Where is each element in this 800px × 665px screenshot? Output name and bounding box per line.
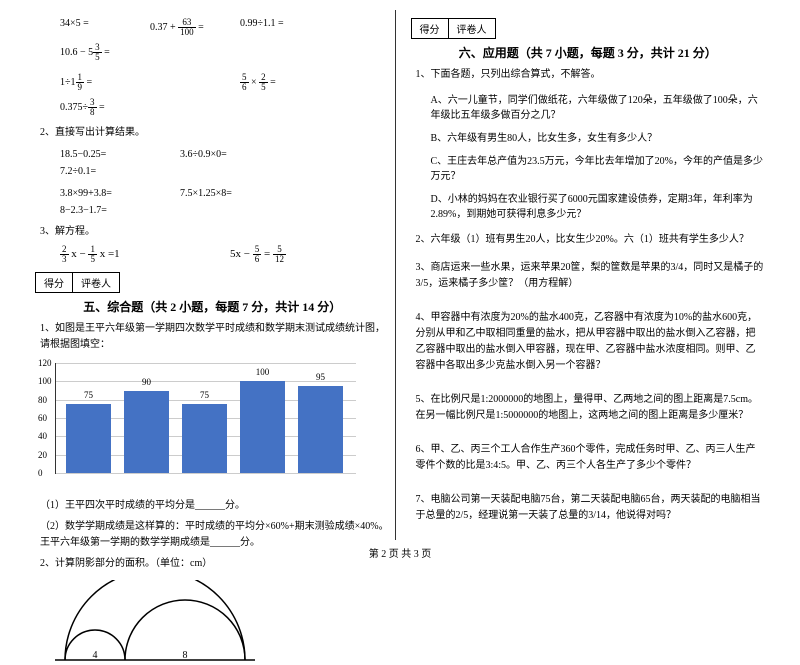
svg-text:8: 8 — [183, 650, 188, 661]
q3: 3、商店运来一些水果，运来苹果20筐，梨的筐数是苹果的3/4，同时又是橘子的3/… — [416, 260, 766, 292]
q7: 7、电脑公司第一天装配电脑75台，第二天装配电脑65台，两天装配的电脑相当于总量… — [416, 492, 766, 524]
score-label: 得分 — [36, 273, 73, 292]
eq: 18.5−0.25= — [60, 149, 180, 160]
section-5-title: 五、综合题（共 2 小题，每题 7 分，共计 14 分） — [35, 298, 390, 315]
score-box: 得分 评卷人 — [411, 18, 496, 39]
q6: 6、甲、乙、丙三个工人合作生产360个零件，完成任务时甲、乙、丙三人生产零件个数… — [416, 442, 766, 474]
right-column: 得分 评卷人 六、应用题（共 7 小题，每题 3 分，共计 21 分） 1、下面… — [396, 10, 771, 540]
q2: 2、六年级（1）班有男生20人，比女生少20%。六（1）班共有学生多少人？ — [416, 232, 766, 248]
svg-text:4: 4 — [93, 650, 98, 661]
score-label: 得分 — [412, 19, 449, 38]
equation-row-4: 3.8×99+3.8= 7.5×1.25×8= 8−2.3−1.7= — [60, 185, 390, 219]
q1-head: 1、下面各题，只列出综合算式，不解答。 — [416, 67, 766, 83]
s5-1b: （2）数学学期成绩是这样算的：平时成绩的平均分×60%+期末测验成绩×40%。王… — [40, 519, 390, 551]
eq: 3.6÷0.9×0= — [180, 149, 300, 160]
q4: 4、甲容器中有浓度为20%的盐水400克，乙容器中有浓度为10%的盐水600克，… — [416, 310, 766, 374]
arcs-figure: 4 8 — [55, 580, 390, 665]
q1-b: B、六年级有男生80人，比女生多，女生有多少人？ — [431, 129, 766, 144]
reviewer-label: 评卷人 — [449, 19, 495, 38]
q1-d: D、小林的妈妈在农业银行买了6000元国家建设债券，定期3年，年利率为2.89%… — [431, 190, 766, 220]
eq: 3.8×99+3.8= — [60, 188, 180, 199]
q1-c: C、王庄去年总产值为23.5万元，今年比去年增加了20%，今年的产值是多少万元？ — [431, 152, 766, 182]
eq: 8−2.3−1.7= — [60, 205, 180, 216]
section5-q2: 2、计算阴影部分的面积。（单位：cm） — [40, 556, 390, 572]
question-2-label: 2、直接写出计算结果。 — [40, 125, 390, 141]
question-3-label: 3、解方程。 — [40, 224, 390, 240]
equation-row-3: 18.5−0.25= 3.6÷0.9×0= 7.2÷0.1= — [60, 146, 390, 180]
score-box: 得分 评卷人 — [35, 272, 120, 293]
s5-1a: （1）王平四次平时成绩的平均分是______分。 — [40, 498, 390, 514]
q1-a: A、六一儿童节，同学们做纸花，六年级做了120朵，五年级做了100朵，六年级比五… — [431, 91, 766, 121]
eq: 7.5×1.25×8= — [180, 188, 300, 199]
equation-row-2: 1÷119 = 56 × 25 = 0.375÷38 = — [60, 70, 390, 120]
section-5-header: 得分 评卷人 — [35, 272, 390, 293]
equation-row-1: 34×5 = 0.37 + 63100 = 0.99÷1.1 = 10.6 − … — [60, 15, 390, 65]
bar-chart: 02040608010012075907510095 — [55, 363, 390, 493]
q5: 5、在比例尺是1:2000000的地图上，量得甲、乙两地之间的图上距离是7.5c… — [416, 392, 766, 424]
left-column: 34×5 = 0.37 + 63100 = 0.99÷1.1 = 10.6 − … — [30, 10, 396, 540]
section5-q1: 1、如图是王平六年级第一学期四次数学平时成绩和数学期末测试成绩统计图，请根据图填… — [40, 321, 390, 353]
equation-row-5: 23 x − 15 x =1 5x − 56 = 512 — [60, 245, 390, 264]
eq: 7.2÷0.1= — [60, 166, 180, 177]
section-6-header: 得分 评卷人 — [411, 18, 766, 39]
section-6-title: 六、应用题（共 7 小题，每题 3 分，共计 21 分） — [411, 44, 766, 61]
reviewer-label: 评卷人 — [73, 273, 119, 292]
